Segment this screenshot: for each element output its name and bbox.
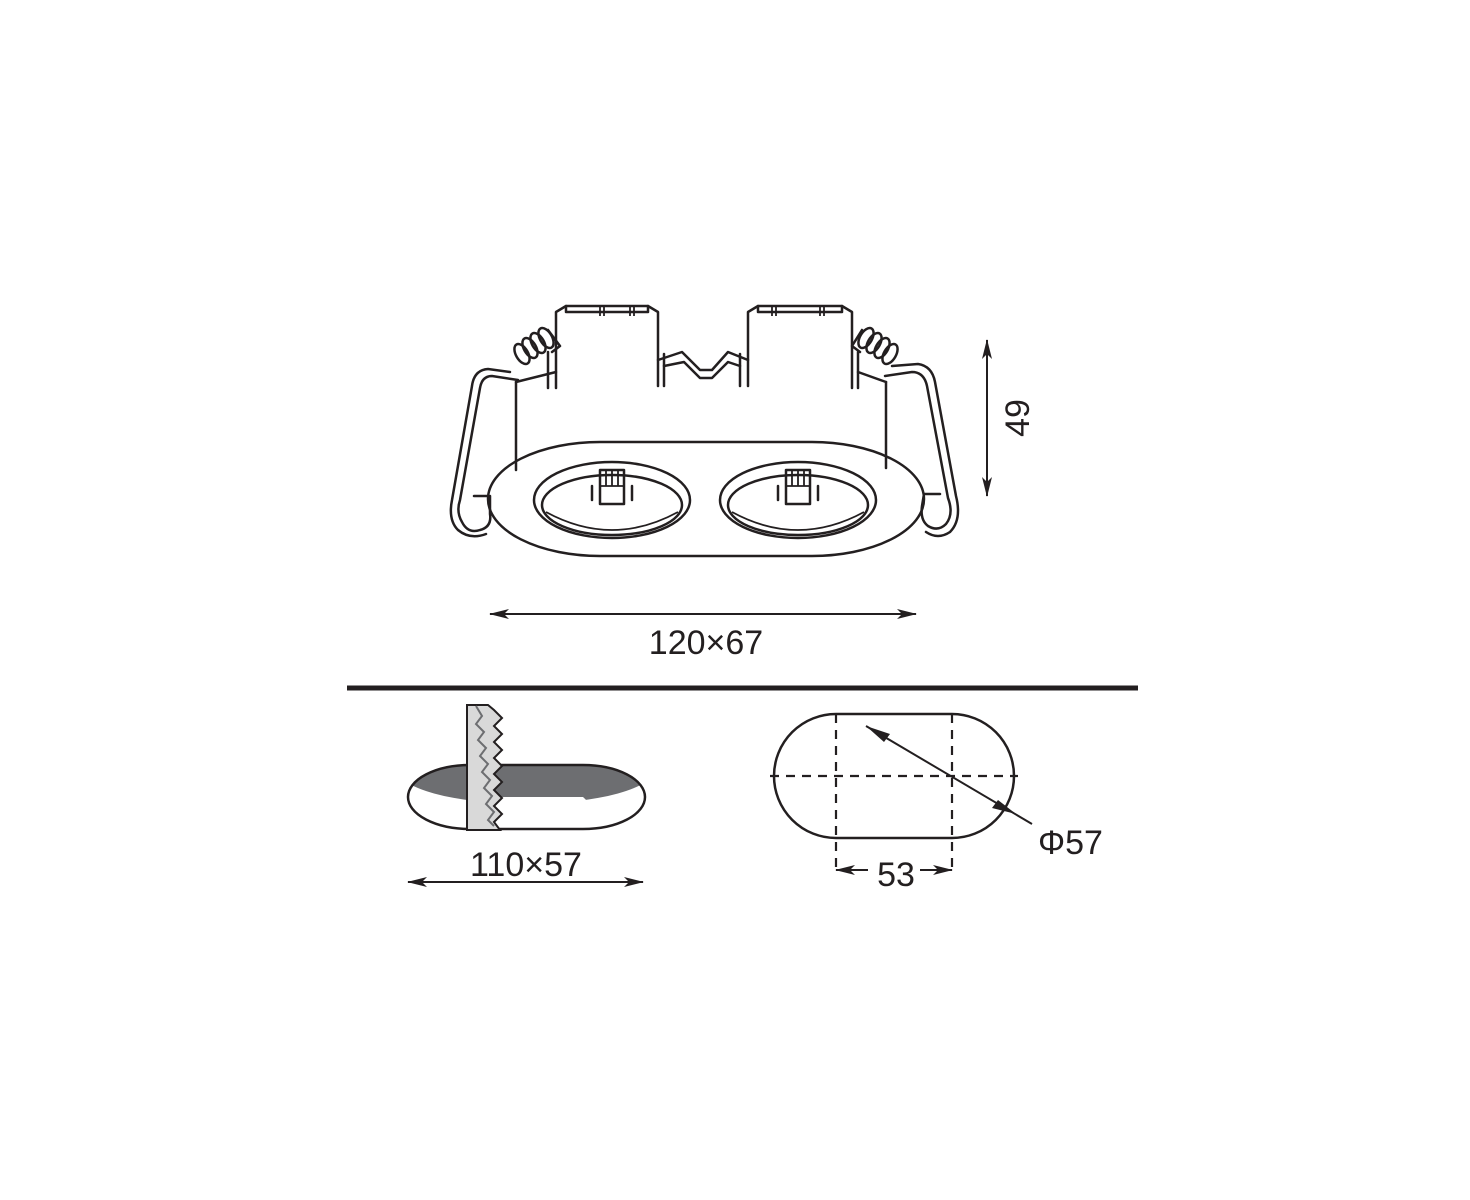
trim-size-dimension: 120×67 bbox=[489, 609, 917, 662]
cutout-outline-drawing: Φ57 53 bbox=[770, 712, 1103, 894]
cutout-length-label: 53 bbox=[877, 856, 915, 894]
saw-blade-icon bbox=[466, 704, 504, 831]
right-spring-clip bbox=[850, 326, 960, 538]
ceiling-cutout-illustration bbox=[406, 704, 647, 831]
cutout-diameter-label: Φ57 bbox=[1038, 824, 1103, 862]
trim-size-label: 120×67 bbox=[649, 624, 763, 662]
trim-ring bbox=[486, 440, 926, 558]
left-spring-clip bbox=[449, 326, 562, 538]
housing-body bbox=[514, 304, 888, 472]
cutout-size-dimension: 110×57 bbox=[407, 846, 644, 887]
height-dimension: 49 bbox=[982, 339, 1037, 497]
height-label: 49 bbox=[999, 399, 1037, 437]
cutout-size-label: 110×57 bbox=[470, 846, 582, 884]
downlight-product-view bbox=[449, 304, 960, 558]
